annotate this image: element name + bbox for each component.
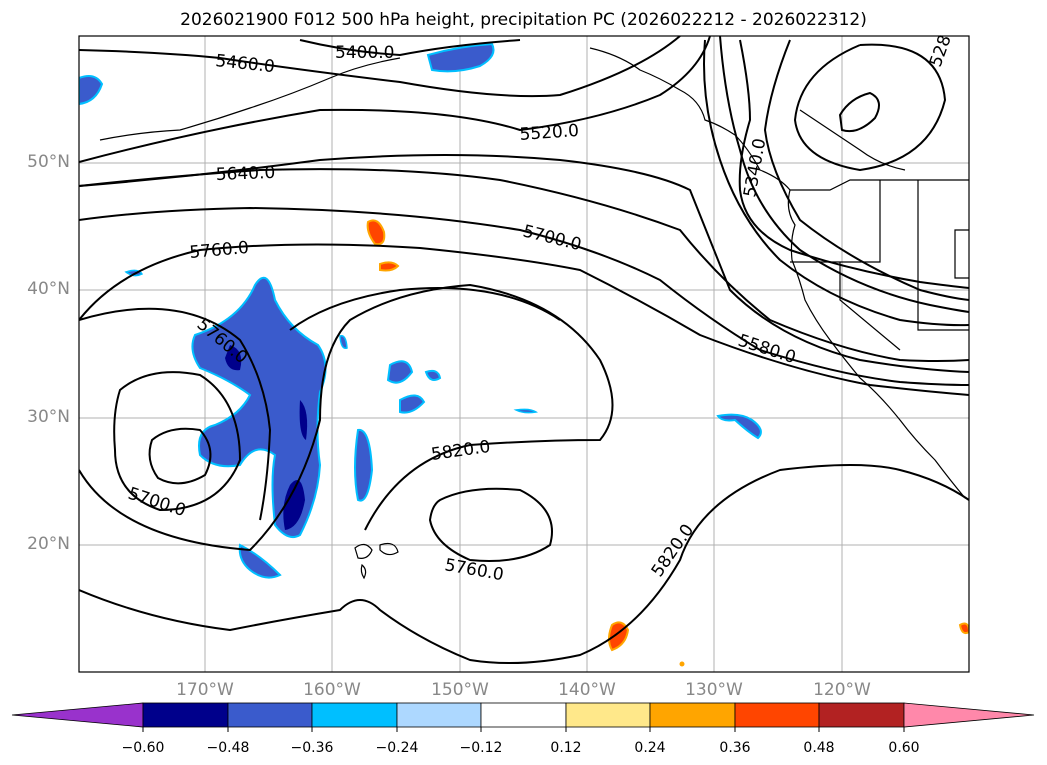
contour-label: 5460.0 bbox=[214, 51, 275, 77]
precip-patch-far-west bbox=[79, 75, 104, 106]
contour-5640-low bbox=[148, 427, 212, 485]
colorbar-tick-label: −0.36 bbox=[290, 740, 334, 756]
colorbar-tick-label: 0.24 bbox=[634, 740, 666, 756]
contour-label: 5400.0 bbox=[335, 43, 394, 63]
colorbar-swatch bbox=[565, 702, 651, 728]
colorbar-swatch bbox=[142, 702, 229, 728]
lon-tick-label: 160°W bbox=[303, 680, 361, 700]
precip-core-1 bbox=[283, 480, 305, 530]
contour-label: 5640.0 bbox=[215, 163, 275, 185]
contour-label: 5820.0 bbox=[430, 437, 492, 465]
colorbar-tick-label: 0.12 bbox=[550, 740, 582, 756]
contour-5760-curl bbox=[79, 307, 272, 521]
colorbar-swatch bbox=[227, 702, 313, 728]
precip-positive-cell-1 bbox=[366, 219, 386, 246]
height-contours bbox=[79, 36, 969, 665]
contour-5520 bbox=[79, 36, 711, 163]
contour-label: 5760.0 bbox=[189, 238, 250, 263]
contour-5820-south bbox=[79, 464, 969, 665]
precip-patch-north bbox=[426, 42, 495, 73]
lon-tick-label: 150°W bbox=[431, 680, 489, 700]
lat-tick-label: 20°N bbox=[27, 534, 70, 554]
precip-negative-cluster-west bbox=[191, 276, 327, 538]
contour-east-4 bbox=[703, 39, 969, 327]
contour-east-2 bbox=[763, 39, 969, 301]
contour-label: 5580.0 bbox=[735, 331, 798, 368]
colorbar-tick-label: 0.48 bbox=[803, 740, 835, 756]
contour-label: 5760.0 bbox=[443, 555, 505, 585]
colorbar-extend-right bbox=[903, 702, 1035, 728]
contour-5460 bbox=[79, 36, 681, 98]
precip-patch-mid-3 bbox=[399, 394, 426, 414]
colorbar-tick-label: 0.36 bbox=[719, 740, 751, 756]
precip-positive-dot bbox=[679, 661, 685, 667]
colorbar-swatch bbox=[818, 702, 905, 728]
lat-tick-label: 50°N bbox=[27, 152, 70, 172]
contour-label: 5520.0 bbox=[519, 121, 580, 145]
colorbar bbox=[11, 702, 1035, 732]
colorbar-extend-left bbox=[11, 702, 144, 728]
contour-5400 bbox=[299, 39, 521, 57]
colorbar-swatch bbox=[396, 702, 482, 728]
precip-patch-mid-1 bbox=[354, 428, 374, 502]
lat-tick-label: 30°N bbox=[27, 407, 70, 427]
precip-patch-mid-4 bbox=[424, 369, 442, 381]
precip-core-2 bbox=[225, 345, 242, 371]
contour-5700 bbox=[79, 206, 969, 386]
colorbar-tick-label: −0.60 bbox=[121, 740, 165, 756]
lat-tick-label: 40°N bbox=[27, 279, 70, 299]
contour-east-5 bbox=[719, 36, 969, 313]
precip-patch-mid-2 bbox=[386, 360, 414, 384]
contour-5700-low bbox=[113, 371, 242, 512]
lon-tick-label: 140°W bbox=[558, 680, 616, 700]
lon-tick-label: 120°W bbox=[813, 680, 871, 700]
lon-tick-label: 130°W bbox=[685, 680, 743, 700]
precip-patch-small-3 bbox=[339, 335, 348, 349]
precip-patch-small-1 bbox=[513, 408, 538, 414]
contour-east-1 bbox=[738, 39, 969, 289]
colorbar-tick-label: −0.48 bbox=[206, 740, 250, 756]
colorbar-tick-label: −0.12 bbox=[459, 740, 503, 756]
precip-patch-south bbox=[238, 543, 282, 579]
contour-5760-south bbox=[428, 487, 553, 562]
precip-positive-cell-2 bbox=[379, 261, 400, 272]
precip-core-3 bbox=[299, 400, 308, 440]
contour-5760-north bbox=[79, 243, 969, 396]
contour-5640 bbox=[79, 168, 969, 362]
lon-tick-label: 170°W bbox=[176, 680, 234, 700]
contour-5820-west bbox=[289, 287, 561, 331]
colorbar-swatch bbox=[480, 702, 567, 728]
colorbar-swatch bbox=[734, 702, 820, 728]
precipitation-fields bbox=[79, 42, 969, 667]
precip-patch-east bbox=[716, 413, 762, 440]
contour-5580-outer bbox=[79, 154, 969, 373]
contour-east-3 bbox=[793, 43, 947, 172]
plot-frame bbox=[78, 35, 970, 673]
colorbar-tick-label: −0.24 bbox=[375, 740, 419, 756]
contour-5820-ridge bbox=[79, 283, 614, 552]
contour-label: 5700.0 bbox=[125, 484, 188, 521]
colorbar-swatch bbox=[649, 702, 736, 728]
contour-label: 528 bbox=[926, 32, 956, 69]
map-title: 2026021900 F012 500 hPa height, precipit… bbox=[180, 10, 867, 30]
colorbar-swatch bbox=[311, 702, 398, 728]
colorbar-tick-label: 0.60 bbox=[888, 740, 920, 756]
precip-positive-cell-4 bbox=[958, 622, 969, 635]
contour-label: 5700.0 bbox=[521, 221, 584, 255]
contour-east-small bbox=[838, 91, 880, 133]
